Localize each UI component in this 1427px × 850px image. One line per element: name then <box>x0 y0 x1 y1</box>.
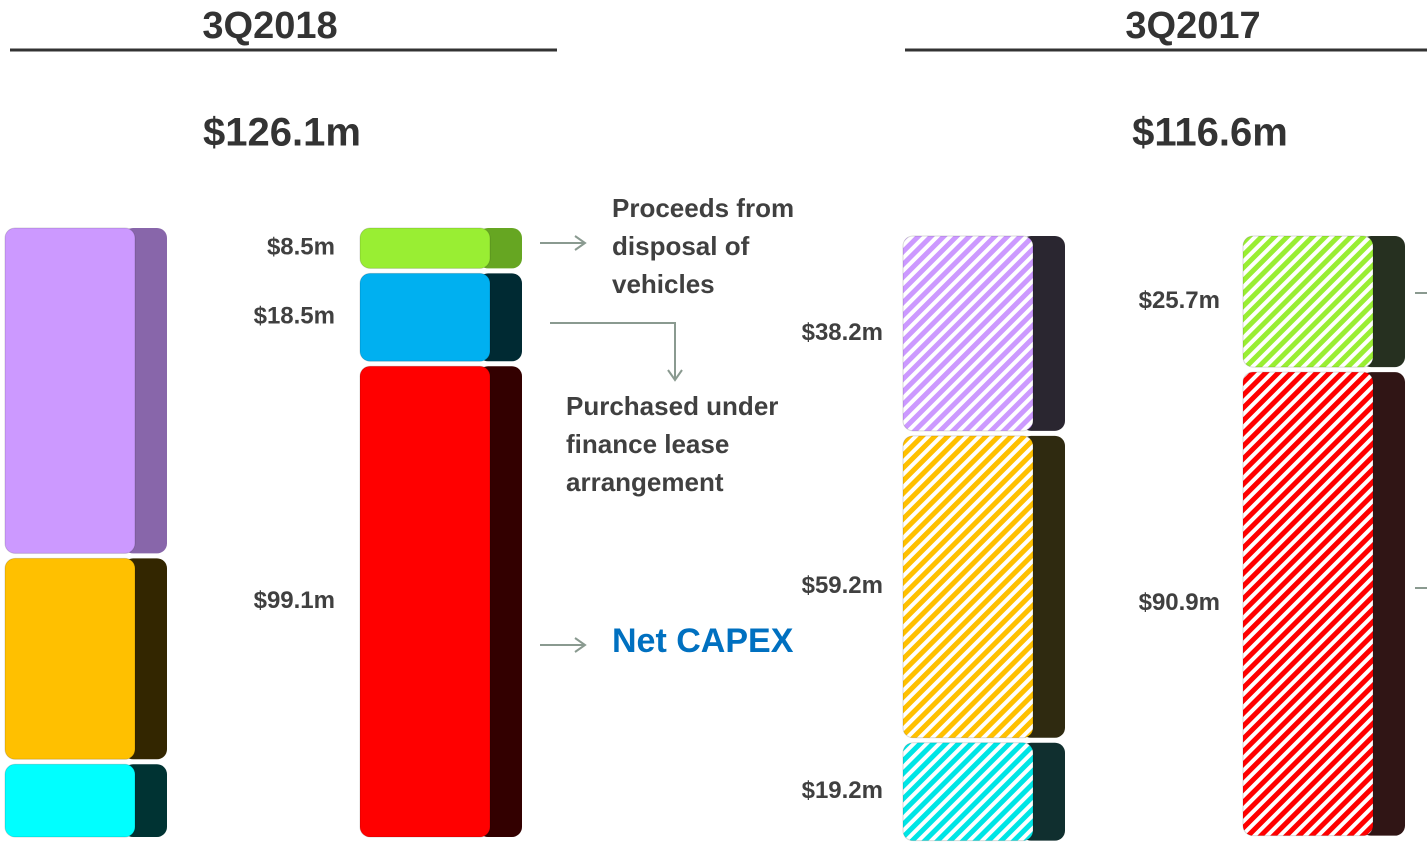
arrow <box>540 235 587 251</box>
value-label: $90.9m <box>1139 589 1220 616</box>
value-label: $59.2m <box>802 572 883 599</box>
value-label: $19.2m <box>802 777 883 804</box>
bar-segment <box>359 227 491 269</box>
value-label: $99.1m <box>254 587 335 614</box>
panel-title: 3Q2018 <box>202 5 337 47</box>
value-label: $38.2m <box>802 319 883 346</box>
panel-total: $116.6m <box>1132 111 1288 155</box>
arrows <box>540 235 1427 653</box>
annotation: Proceeds from disposal of vehicles <box>612 193 795 299</box>
bar-segment <box>359 365 491 838</box>
bar-segment <box>359 272 491 362</box>
panel-title: 3Q2017 <box>1125 5 1260 47</box>
value-label: $18.5m <box>254 303 335 330</box>
bar-segment <box>4 557 136 760</box>
arrow <box>540 637 587 653</box>
bar-segment <box>4 763 136 838</box>
bar-segment <box>1242 235 1374 368</box>
value-label: $25.7m <box>1139 287 1220 314</box>
annotation: Purchased under finance lease arrangemen… <box>566 391 779 497</box>
arrow <box>550 322 683 382</box>
bar-segment <box>4 227 136 554</box>
value-label: $8.5m <box>267 234 335 261</box>
bar-segment <box>902 435 1034 739</box>
bar-segment <box>902 235 1034 432</box>
panel-total: $126.1m <box>203 111 361 155</box>
bar-segment <box>1242 371 1374 837</box>
bar-segment <box>902 742 1034 842</box>
annotation: Net CAPEX <box>612 622 794 660</box>
